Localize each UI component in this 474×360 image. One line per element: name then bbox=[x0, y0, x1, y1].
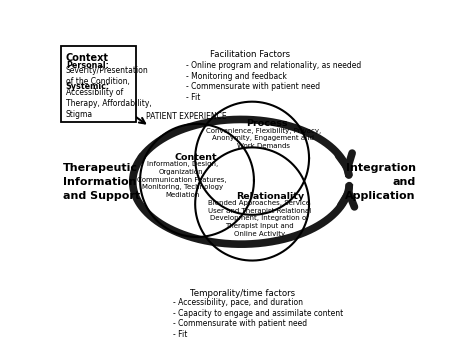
Text: Systemic:: Systemic: bbox=[66, 82, 110, 91]
Text: Content: Content bbox=[175, 153, 218, 162]
Text: Information, Design,
Organization,
Communication Features,
Monitoring, Technolog: Information, Design, Organization, Commu… bbox=[137, 161, 227, 198]
Text: Personal:: Personal: bbox=[66, 61, 109, 70]
Text: Context: Context bbox=[66, 53, 109, 63]
Text: - Online program and relationality, as needed: - Online program and relationality, as n… bbox=[186, 61, 361, 70]
Text: - Monitoring and feedback: - Monitoring and feedback bbox=[186, 72, 287, 81]
Text: Blended Approaches, Service
User and Therapist Relational
Development, Integrati: Blended Approaches, Service User and The… bbox=[208, 200, 311, 237]
Text: - Capacity to engage and assimilate content: - Capacity to engage and assimilate cont… bbox=[173, 309, 343, 318]
Text: Severity/Presentation
of the Condition,: Severity/Presentation of the Condition, bbox=[66, 66, 149, 86]
Text: Relationality: Relationality bbox=[237, 192, 304, 201]
Text: - Commensurate with patient need: - Commensurate with patient need bbox=[186, 82, 320, 91]
Text: Integration
and
Application: Integration and Application bbox=[345, 163, 416, 201]
Text: Convenience, Flexibility, Privacy,
Anonymity, Engagement and
Work Demands: Convenience, Flexibility, Privacy, Anony… bbox=[206, 128, 321, 149]
Text: Therapeutic
Information
and Support: Therapeutic Information and Support bbox=[63, 163, 140, 201]
Text: - Fit: - Fit bbox=[186, 93, 201, 102]
Text: Temporality/time factors: Temporality/time factors bbox=[191, 288, 295, 297]
Text: - Commensurate with patient need: - Commensurate with patient need bbox=[173, 319, 307, 328]
Text: Process: Process bbox=[246, 120, 288, 129]
Text: - Accessibility, pace, and duration: - Accessibility, pace, and duration bbox=[173, 298, 303, 307]
Text: PATIENT EXPERIENCE: PATIENT EXPERIENCE bbox=[146, 112, 226, 121]
Text: Accessibility of
Therapy, Affordability,
Stigma: Accessibility of Therapy, Affordability,… bbox=[66, 87, 152, 119]
FancyBboxPatch shape bbox=[61, 46, 137, 122]
Text: - Fit: - Fit bbox=[173, 330, 188, 339]
Text: Facilitation Factors: Facilitation Factors bbox=[210, 50, 291, 59]
